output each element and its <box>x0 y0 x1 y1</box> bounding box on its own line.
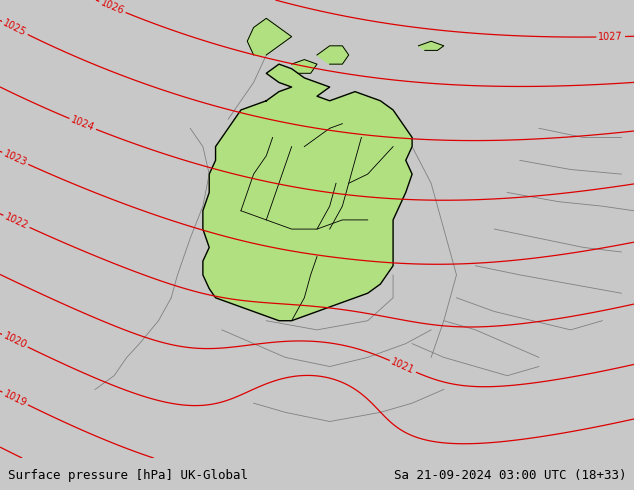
Polygon shape <box>418 41 444 50</box>
Polygon shape <box>247 18 292 55</box>
Polygon shape <box>0 0 349 330</box>
Text: 1019: 1019 <box>2 389 29 409</box>
Text: 1026: 1026 <box>99 0 126 17</box>
Text: 1021: 1021 <box>390 357 416 376</box>
Polygon shape <box>292 60 317 74</box>
Text: 1023: 1023 <box>2 148 29 168</box>
Text: 1022: 1022 <box>3 212 30 231</box>
Text: 1024: 1024 <box>69 115 96 133</box>
Text: Surface pressure [hPa] UK-Global: Surface pressure [hPa] UK-Global <box>8 469 248 482</box>
Text: Sa 21-09-2024 03:00 UTC (18+33): Sa 21-09-2024 03:00 UTC (18+33) <box>394 469 626 482</box>
Polygon shape <box>89 206 139 238</box>
Text: 1025: 1025 <box>1 18 28 38</box>
Polygon shape <box>0 321 63 367</box>
Text: 1027: 1027 <box>598 32 623 42</box>
Polygon shape <box>317 46 349 64</box>
Polygon shape <box>203 64 412 321</box>
Text: 1020: 1020 <box>2 331 28 351</box>
